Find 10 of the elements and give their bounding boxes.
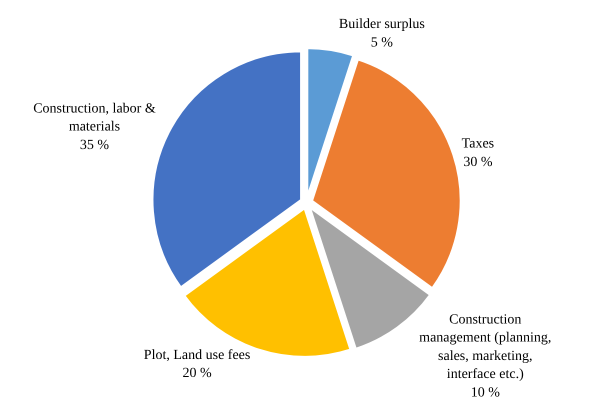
data-label: 20 % — [182, 366, 212, 382]
slice-label: Taxes — [462, 136, 494, 152]
slice-label: Builder surplus — [338, 17, 425, 32]
slice-label: Construction management (planning, sales, marketing, interface etc.) — [419, 312, 552, 382]
data-label: 10 % — [470, 385, 500, 400]
slice-label: Construction, labor & materials — [33, 101, 156, 135]
data-label: 30 % — [463, 154, 493, 170]
data-label: 35 % — [80, 138, 110, 153]
slice-label: Plot, Land use fees — [144, 348, 250, 364]
data-label: 5 % — [370, 35, 394, 50]
